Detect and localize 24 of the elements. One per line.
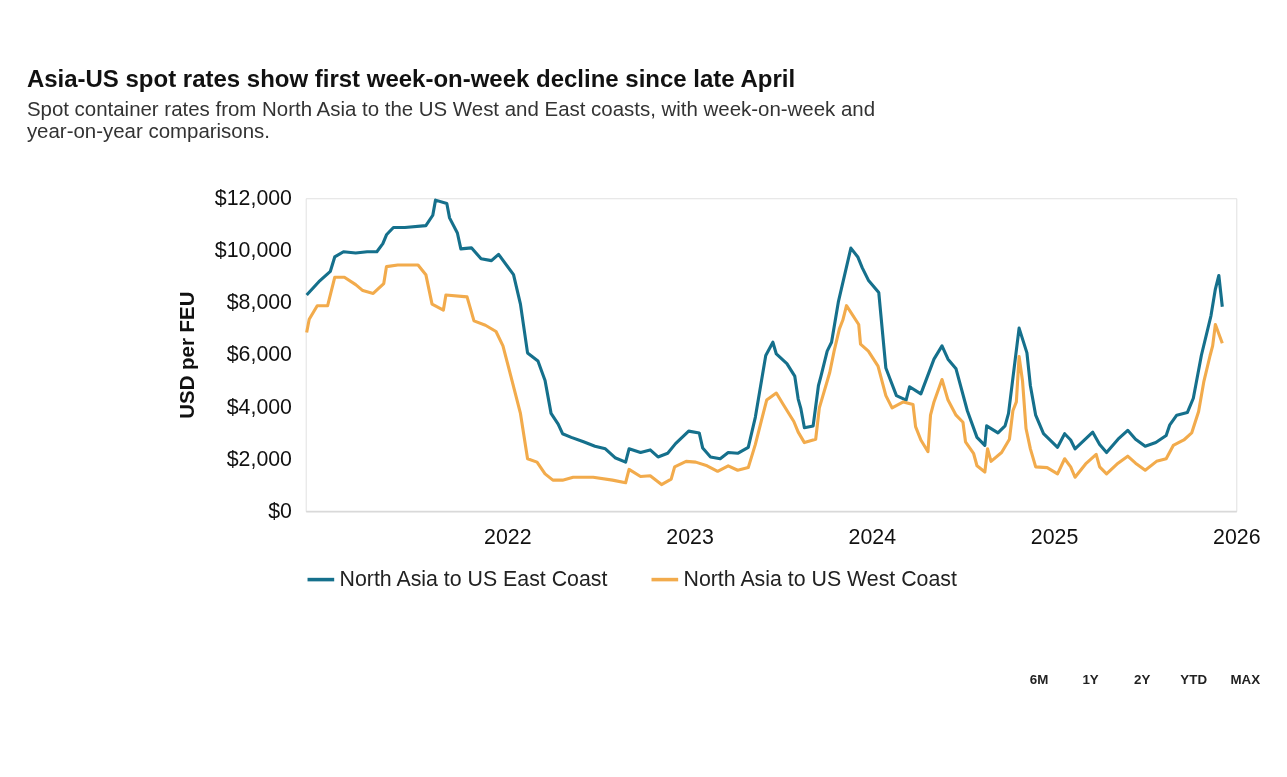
x-tick-label: 2024 xyxy=(848,525,897,550)
x-tick-label: 2026 xyxy=(1213,525,1261,550)
text: 1Y xyxy=(1082,672,1099,688)
line-series xyxy=(305,198,1224,464)
x-tick-label: 2025 xyxy=(1030,525,1079,550)
legend-label: North Asia to US West Coast xyxy=(683,566,957,591)
text: YTD xyxy=(1180,672,1208,688)
y-tick-label: $0 xyxy=(268,498,293,523)
chart-title: Asia-US spot rates show first week-on-week decline since late April xyxy=(26,65,796,93)
y-axis-title: USD per FEU xyxy=(175,291,199,419)
y-tick-label: $10,000 xyxy=(214,238,293,263)
y-tick-label: $2,000 xyxy=(226,446,293,471)
text: Spot container rates from North Asia to the US West and East coasts, with week-on-week and xyxy=(26,96,876,120)
y-tick-label: $6,000 xyxy=(226,342,293,367)
y-tick-label: $8,000 xyxy=(226,290,293,315)
legend-label: North Asia to US East Coast xyxy=(339,566,608,591)
text: 2Y xyxy=(1133,672,1151,688)
text: 6M xyxy=(1029,672,1049,688)
y-tick-label: $4,000 xyxy=(226,394,293,419)
y-tick-label: $12,000 xyxy=(214,185,293,210)
line-series xyxy=(305,263,1224,487)
x-tick-label: 2022 xyxy=(484,525,532,550)
x-tick-label: 2023 xyxy=(666,525,714,550)
text: MAX xyxy=(1230,672,1261,688)
